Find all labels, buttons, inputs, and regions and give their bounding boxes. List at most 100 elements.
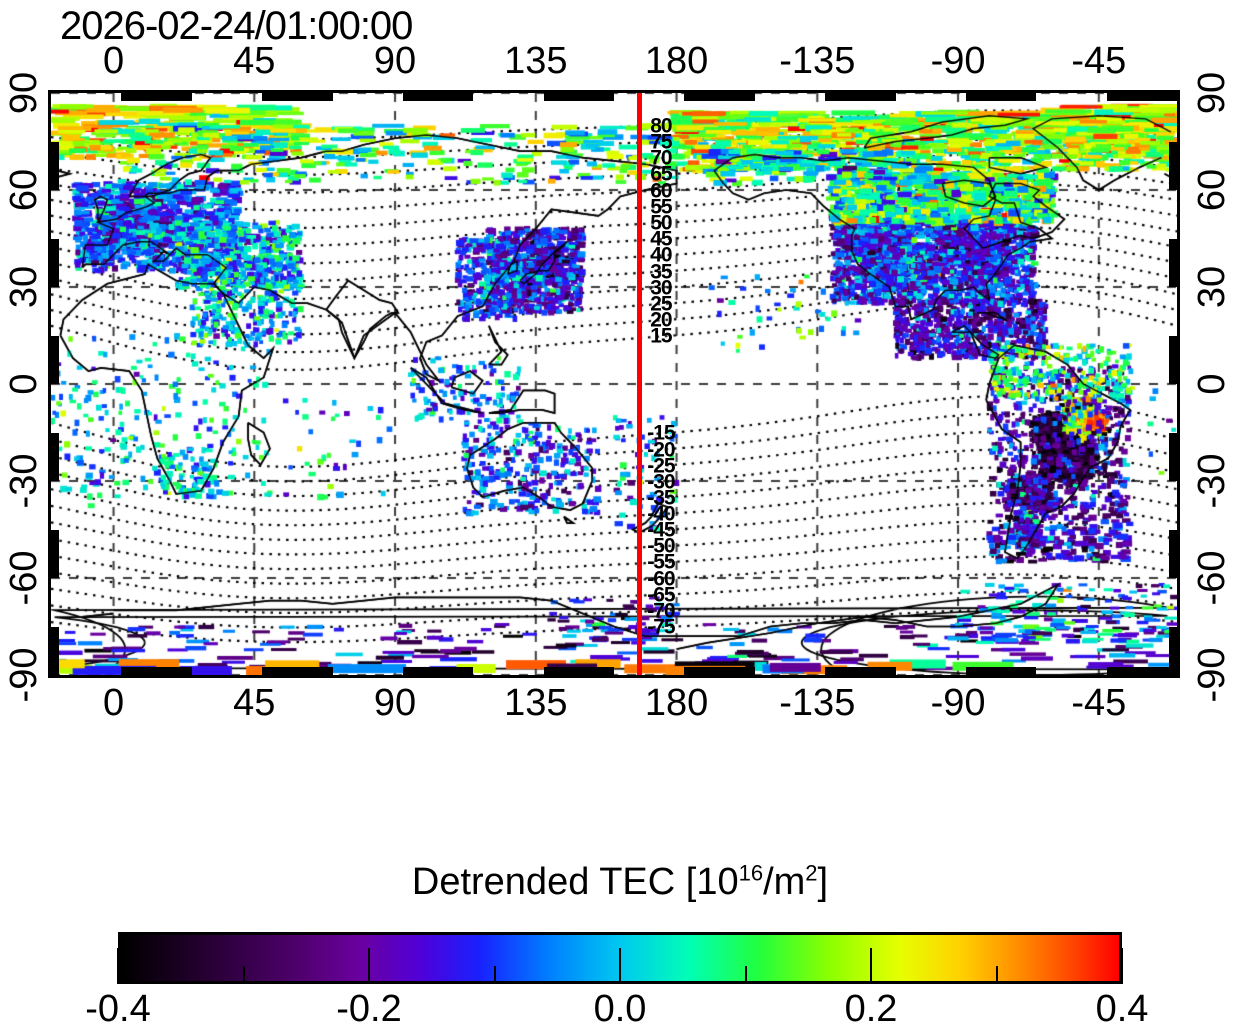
maglat-label-75: 75 — [650, 130, 672, 154]
maglat-label--20: -20 — [647, 438, 675, 462]
colorbar-title-close: ] — [817, 861, 829, 903]
axis-bar — [51, 529, 59, 578]
colorbar-tick-label--0.2: -0.2 — [336, 988, 402, 1030]
axis-bar — [121, 667, 192, 675]
colorbar-tick-label-0.0: 0.0 — [593, 988, 647, 1030]
colorbar-tick-0.4 — [1121, 948, 1123, 984]
maglat-label--40: -40 — [647, 502, 675, 526]
axis-bar — [1169, 529, 1177, 578]
maglat-label--15: -15 — [647, 421, 675, 445]
lat-tick-right--60: -60 — [1191, 550, 1233, 606]
axis-bar — [51, 238, 59, 287]
axis-bar — [262, 667, 333, 675]
axis-bar — [51, 626, 59, 675]
axis-bar — [543, 667, 614, 675]
maglat-label-35: 35 — [650, 260, 672, 284]
lon-tick-top--90: -90 — [930, 40, 986, 82]
axis-bar — [965, 93, 1037, 101]
maglat-label--60: -60 — [647, 567, 675, 591]
axis-bar — [1169, 432, 1177, 481]
lat-tick-left-30: 30 — [3, 265, 45, 309]
axis-bar — [402, 93, 474, 101]
maglat-label--30: -30 — [647, 470, 675, 494]
maglat-label-25: 25 — [650, 292, 672, 316]
colorbar-minor-tick — [995, 966, 998, 984]
lon-tick-bottom-0: 0 — [102, 682, 125, 724]
axis-bar — [1169, 626, 1177, 675]
lat-tick-left-60: 60 — [3, 168, 45, 212]
lat-tick-left-90: 90 — [3, 71, 45, 115]
axis-bar — [684, 93, 755, 101]
maglat-label--35: -35 — [647, 486, 675, 510]
lon-tick-bottom--90: -90 — [930, 682, 986, 724]
axis-bar — [1169, 141, 1177, 190]
lon-tick-bottom-135: 135 — [504, 682, 568, 724]
lat-tick-right-60: 60 — [1191, 168, 1233, 212]
axis-bar — [825, 667, 896, 675]
axis-bar — [51, 335, 59, 384]
axis-bar — [1169, 238, 1177, 287]
map-plot-area — [48, 90, 1180, 678]
lon-tick-top-90: 90 — [373, 40, 417, 82]
axis-bar — [965, 667, 1037, 675]
lat-tick-right--30: -30 — [1191, 453, 1233, 509]
lon-tick-top-45: 45 — [233, 40, 276, 82]
maglat-label-50: 50 — [650, 211, 672, 235]
lat-tick-left--90: -90 — [3, 647, 45, 703]
lat-tick-right-30: 30 — [1191, 265, 1233, 309]
maglat-label-40: 40 — [650, 243, 672, 267]
maglat-label--75: -75 — [647, 615, 675, 639]
lat-tick-left-0: 0 — [3, 373, 45, 395]
lat-tick-left--60: -60 — [3, 550, 45, 606]
colorbar-tick-label-0.4: 0.4 — [1095, 988, 1149, 1030]
maglat-label-65: 65 — [650, 162, 672, 186]
page-title: 2026-02-24/01:00:00 — [60, 4, 413, 48]
maglat-label--25: -25 — [647, 454, 675, 478]
axis-bar — [51, 432, 59, 481]
maglat-label--50: -50 — [647, 534, 675, 558]
colorbar-title-exponent: 16 — [738, 860, 764, 886]
axis-bar — [1169, 335, 1177, 384]
lon-tick-bottom-180: 180 — [644, 682, 709, 724]
colorbar-tick-label--0.4: -0.4 — [85, 988, 151, 1030]
lon-tick-top--45: -45 — [1071, 40, 1127, 82]
colorbar-tick--0.2 — [368, 948, 370, 984]
lon-tick-top--135: -135 — [779, 40, 856, 82]
maglat-label-45: 45 — [650, 227, 672, 251]
colorbar-tick-label-0.2: 0.2 — [844, 988, 898, 1030]
lon-tick-bottom-90: 90 — [373, 682, 417, 724]
axis-bar — [262, 93, 333, 101]
axis-bar — [825, 93, 896, 101]
maglat-label--65: -65 — [647, 583, 675, 607]
lon-tick-bottom--135: -135 — [779, 682, 856, 724]
colorbar-section: Detrended TEC [1016/m2] -0.4 -0.2 0.0 0.2 0.… — [0, 860, 1240, 1030]
colorbar-minor-tick — [242, 966, 245, 984]
lon-tick-bottom-45: 45 — [233, 682, 276, 724]
axis-bar — [543, 93, 614, 101]
lat-tick-left--30: -30 — [3, 453, 45, 509]
maglat-label-70: 70 — [650, 146, 672, 170]
lat-tick-right--90: -90 — [1191, 647, 1233, 703]
red-meridian-line — [637, 93, 643, 675]
colorbar-tick--0.4 — [117, 948, 119, 984]
map-canvas — [51, 93, 1177, 675]
lon-tick-top-180: 180 — [644, 40, 709, 82]
maglat-label-60: 60 — [650, 179, 672, 203]
axis-bar — [121, 93, 192, 101]
lon-tick-top-0: 0 — [102, 40, 125, 82]
axis-bar — [402, 667, 474, 675]
colorbar-title-main: Detrended TEC [10 — [411, 861, 739, 903]
axis-bar — [1106, 93, 1177, 101]
colorbar-minor-tick — [493, 966, 496, 984]
colorbar-title: Detrended TEC [1016/m2] — [0, 860, 1240, 904]
axis-bar — [684, 667, 755, 675]
maglat-label--55: -55 — [647, 550, 675, 574]
colorbar-title-exponent2: 2 — [805, 860, 818, 886]
colorbar-tick-0.0 — [619, 948, 621, 984]
lat-tick-right-0: 0 — [1191, 373, 1233, 395]
maglat-label--45: -45 — [647, 518, 675, 542]
colorbar-minor-tick — [744, 966, 747, 984]
maglat-label--70: -70 — [647, 599, 675, 623]
axis-bar — [51, 141, 59, 190]
maglat-label-30: 30 — [650, 276, 672, 300]
